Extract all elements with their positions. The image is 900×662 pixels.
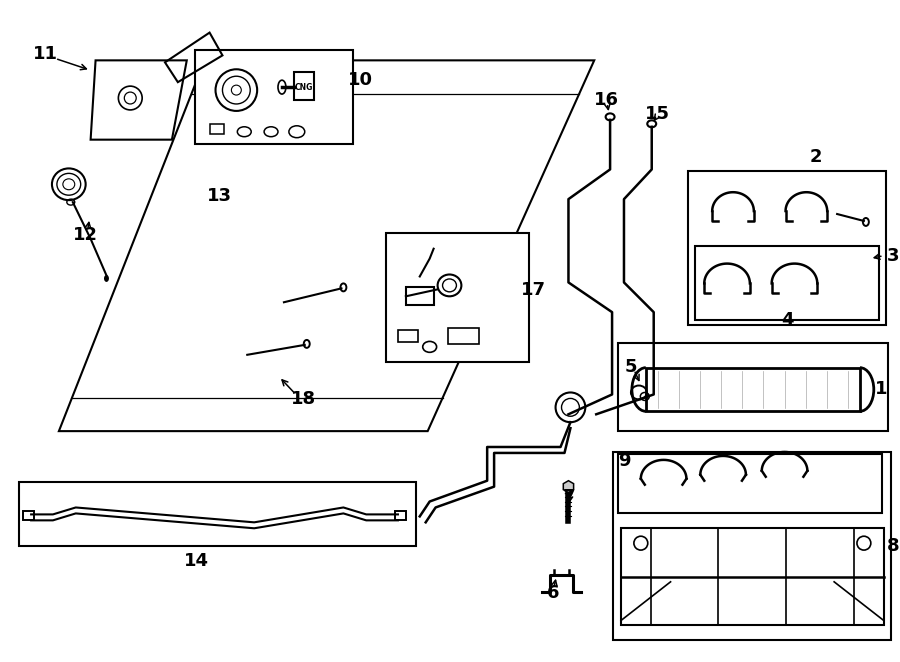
Ellipse shape: [104, 275, 109, 282]
Text: 14: 14: [184, 552, 209, 570]
Bar: [293, 72, 314, 100]
Text: 9: 9: [617, 452, 630, 470]
Bar: [621, 528, 884, 626]
Bar: [23, 512, 34, 520]
Text: 1: 1: [875, 381, 887, 399]
Bar: [613, 452, 891, 640]
Bar: [210, 124, 224, 134]
Text: 2: 2: [810, 148, 823, 166]
Bar: [688, 171, 886, 325]
Bar: [19, 482, 416, 546]
Text: 17: 17: [521, 281, 546, 299]
Text: 3: 3: [886, 247, 899, 265]
Text: 7: 7: [563, 487, 576, 506]
Text: 8: 8: [886, 537, 899, 555]
Bar: [398, 330, 418, 342]
Text: 18: 18: [292, 391, 316, 408]
Text: 5: 5: [625, 357, 637, 376]
Text: 12: 12: [73, 226, 98, 244]
Text: 11: 11: [33, 46, 58, 64]
Text: 15: 15: [645, 105, 670, 123]
Bar: [406, 287, 434, 305]
Text: 6: 6: [547, 584, 560, 602]
Bar: [386, 233, 529, 361]
Bar: [618, 454, 882, 514]
Text: 4: 4: [781, 311, 794, 329]
Polygon shape: [58, 60, 594, 431]
Text: 16: 16: [594, 91, 618, 109]
Bar: [646, 367, 859, 411]
Bar: [696, 246, 878, 320]
Bar: [447, 328, 479, 344]
Bar: [194, 50, 354, 144]
Text: 10: 10: [348, 71, 374, 89]
Bar: [618, 343, 887, 431]
Text: CNG: CNG: [294, 83, 313, 91]
Text: 13: 13: [207, 187, 232, 205]
Polygon shape: [563, 481, 573, 493]
Bar: [395, 512, 406, 520]
